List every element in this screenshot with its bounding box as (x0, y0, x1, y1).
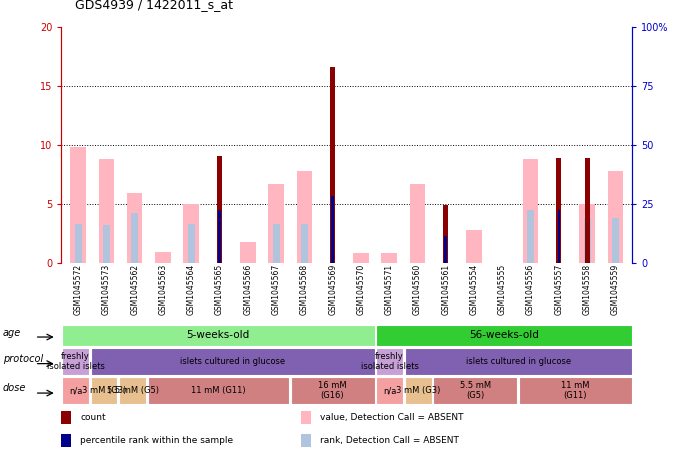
FancyBboxPatch shape (376, 325, 632, 346)
Bar (131, 213, 138, 263)
Text: 11 mM
(G11): 11 mM (G11) (561, 381, 590, 400)
Bar (127, 193, 143, 263)
FancyBboxPatch shape (62, 348, 89, 375)
Text: 5-weeks-old: 5-weeks-old (186, 330, 250, 340)
FancyBboxPatch shape (376, 348, 403, 375)
Text: 3 mM (G3): 3 mM (G3) (396, 386, 441, 395)
Bar (217, 155, 222, 263)
Bar (155, 252, 171, 263)
Bar (99, 159, 114, 263)
Bar (330, 67, 335, 263)
Text: 5.5 mM (G5): 5.5 mM (G5) (107, 386, 158, 395)
FancyBboxPatch shape (62, 377, 89, 404)
Bar (558, 210, 560, 263)
Bar (585, 158, 590, 263)
Text: 11 mM (G11): 11 mM (G11) (191, 386, 245, 395)
Text: islets cultured in glucose: islets cultured in glucose (466, 357, 571, 366)
Bar (527, 210, 534, 263)
Text: islets cultured in glucose: islets cultured in glucose (180, 357, 285, 366)
Bar (184, 204, 199, 263)
Bar (579, 204, 595, 263)
Text: value, Detection Call = ABSENT: value, Detection Call = ABSENT (320, 413, 464, 422)
FancyBboxPatch shape (405, 348, 632, 375)
Text: protocol: protocol (3, 354, 43, 364)
Text: rank, Detection Call = ABSENT: rank, Detection Call = ABSENT (320, 436, 459, 445)
FancyBboxPatch shape (62, 325, 375, 346)
Bar (608, 171, 623, 263)
Bar (103, 225, 110, 263)
Text: 5.5 mM
(G5): 5.5 mM (G5) (460, 381, 491, 400)
Bar (612, 218, 619, 263)
FancyBboxPatch shape (90, 348, 375, 375)
FancyBboxPatch shape (376, 377, 403, 404)
Bar (331, 196, 334, 263)
Text: age: age (3, 328, 21, 338)
Text: 3 mM (G3): 3 mM (G3) (82, 386, 126, 395)
Text: 16 mM
(G16): 16 mM (G16) (318, 381, 347, 400)
Bar (445, 236, 447, 263)
Bar (583, 218, 591, 263)
Bar (61, 411, 71, 424)
Bar (410, 184, 425, 263)
Bar (269, 184, 284, 263)
Bar (443, 205, 448, 263)
Bar (218, 210, 221, 263)
Bar (301, 224, 308, 263)
Bar (61, 434, 71, 447)
FancyBboxPatch shape (290, 377, 375, 404)
Text: n/a: n/a (69, 386, 82, 395)
FancyBboxPatch shape (90, 377, 118, 404)
Text: freshly
isolated islets: freshly isolated islets (46, 352, 105, 371)
FancyBboxPatch shape (405, 377, 432, 404)
Bar (301, 434, 311, 447)
Bar (188, 224, 194, 263)
Bar (466, 230, 482, 263)
Bar (556, 158, 562, 263)
Bar (353, 253, 369, 263)
FancyBboxPatch shape (519, 377, 632, 404)
Bar (75, 224, 82, 263)
FancyBboxPatch shape (148, 377, 289, 404)
Bar (240, 241, 256, 263)
FancyBboxPatch shape (119, 377, 146, 404)
FancyBboxPatch shape (433, 377, 517, 404)
Text: percentile rank within the sample: percentile rank within the sample (80, 436, 233, 445)
Bar (523, 159, 539, 263)
Text: dose: dose (3, 383, 27, 393)
Text: n/a: n/a (383, 386, 396, 395)
Bar (296, 171, 312, 263)
Bar (301, 411, 311, 424)
Bar (273, 224, 279, 263)
Bar (381, 253, 397, 263)
Text: 56-weeks-old: 56-weeks-old (469, 330, 539, 340)
Text: GDS4939 / 1422011_s_at: GDS4939 / 1422011_s_at (75, 0, 233, 11)
Text: count: count (80, 413, 105, 422)
Text: freshly
isolated islets: freshly isolated islets (360, 352, 419, 371)
Bar (71, 147, 86, 263)
